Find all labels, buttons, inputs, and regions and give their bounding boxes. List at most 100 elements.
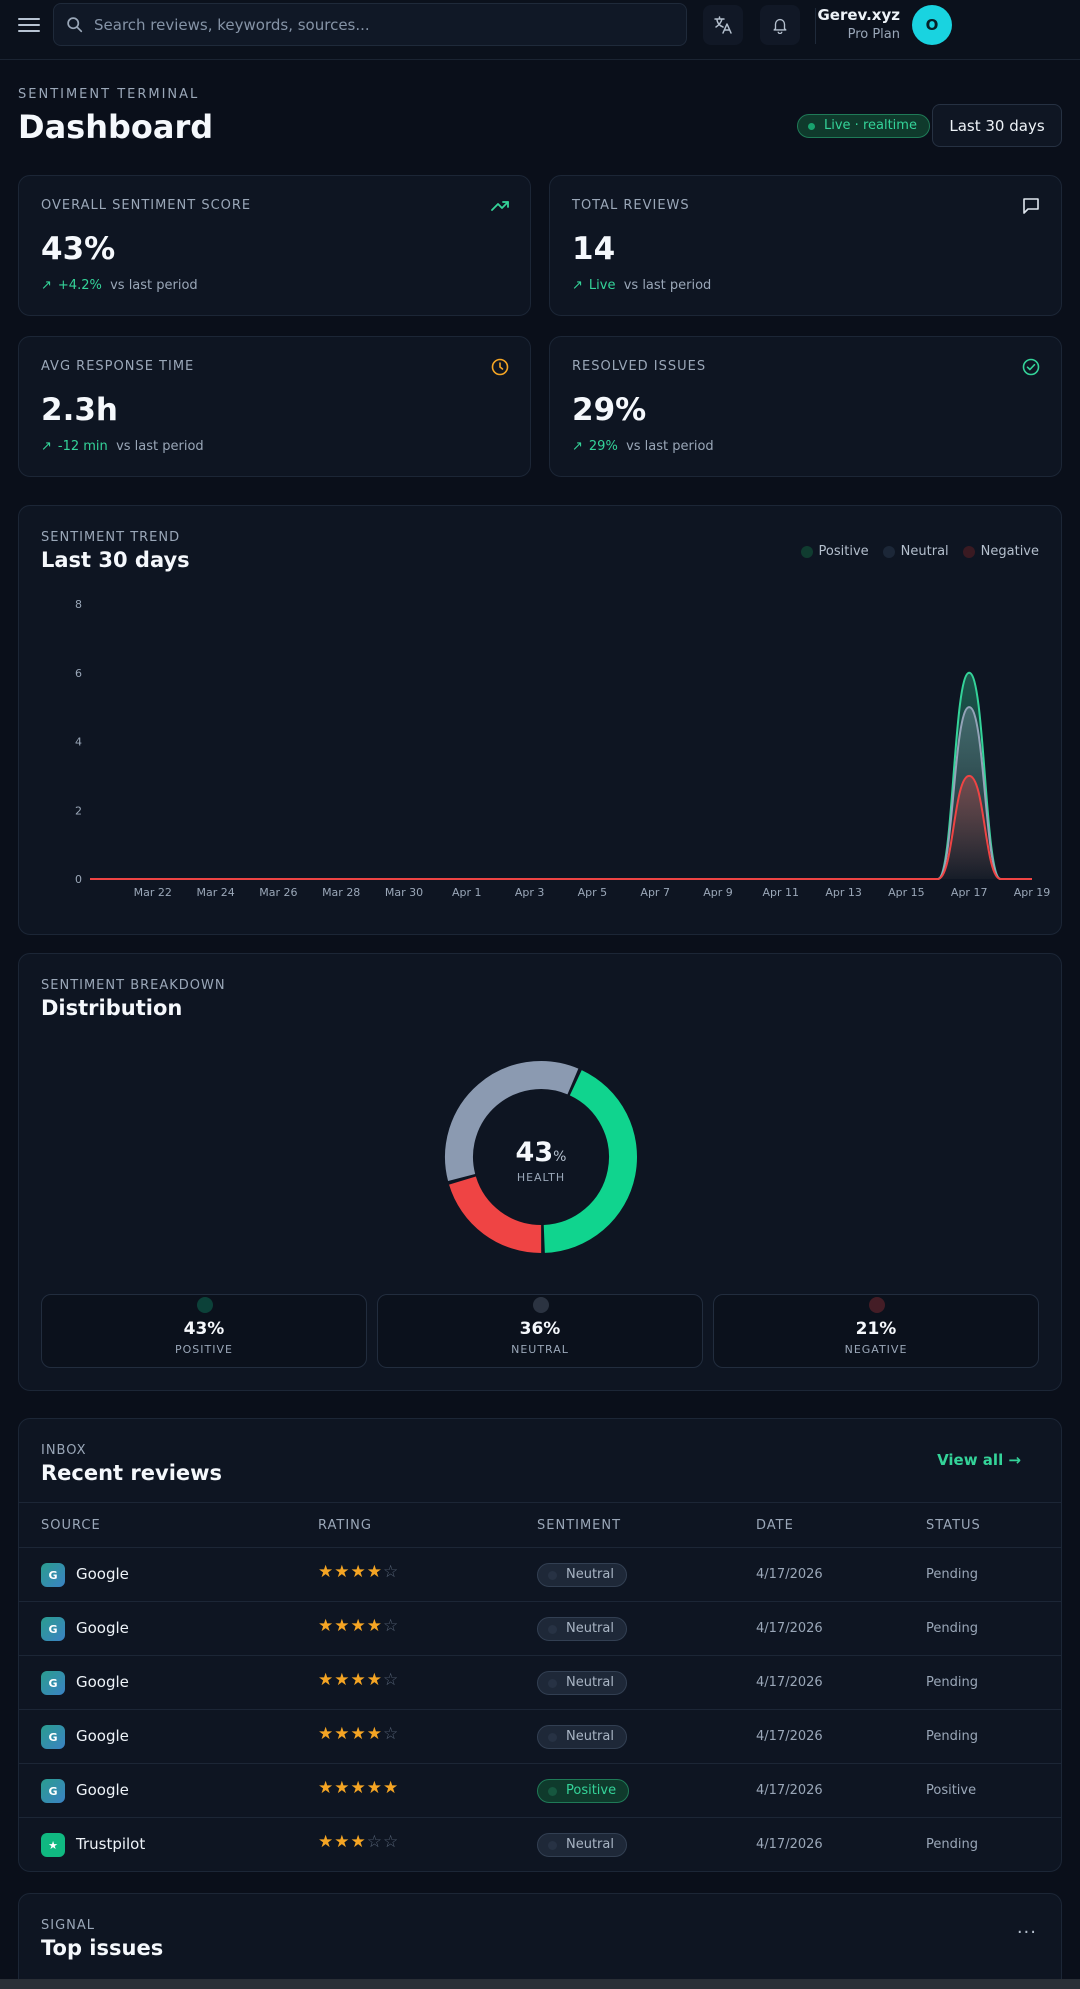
column-header-date[interactable]: DATE: [756, 1518, 794, 1533]
sentiment-badge: Positive: [537, 1779, 630, 1803]
legend-item-positive[interactable]: Positive: [800, 544, 869, 559]
view-all-link[interactable]: View all →: [937, 1451, 1021, 1469]
trend-title: Last 30 days: [41, 548, 190, 572]
star-icon: ☆: [383, 1616, 400, 1636]
table-row[interactable]: G Google ★★★★☆ Neutral 4/17/2026 Pending: [19, 1548, 1061, 1602]
avatar[interactable]: O: [912, 5, 952, 45]
column-header-rating[interactable]: RATING: [318, 1518, 372, 1533]
x-tick-label: Apr 17: [951, 886, 988, 899]
menu-icon[interactable]: [18, 14, 40, 36]
rating-stars: ★★★★☆: [318, 1724, 399, 1744]
series-line-positive: [90, 671, 1032, 880]
translate-button[interactable]: [703, 5, 743, 45]
donut-segment-neutral[interactable]: [445, 1061, 579, 1182]
review-status: Pending: [926, 1675, 978, 1690]
search-icon: [67, 17, 83, 33]
trending-up-icon: [491, 201, 509, 211]
negative-dot: [869, 1297, 885, 1313]
trustpilot-icon: ★: [41, 1833, 65, 1857]
x-tick-label: Mar 26: [259, 886, 297, 899]
sentiment-badge: Neutral: [537, 1725, 627, 1749]
top-bar: Search reviews, keywords, sources... Ger…: [0, 0, 1080, 60]
series-line-neutral: [90, 706, 1032, 880]
search-input[interactable]: Search reviews, keywords, sources...: [53, 3, 687, 46]
rating-stars: ★★★☆☆: [318, 1832, 399, 1852]
column-header-status[interactable]: STATUS: [926, 1518, 981, 1533]
review-status: Positive: [926, 1783, 977, 1798]
rating-stars: ★★★★☆: [318, 1670, 399, 1690]
kpi-card-sentiment-score: OVERALL SENTIMENT SCORE 43% ↗ +4.2% vs la…: [18, 175, 531, 316]
review-status: Pending: [926, 1729, 978, 1744]
kpi-label: AVG RESPONSE TIME: [41, 359, 195, 374]
distribution-title: Distribution: [41, 996, 183, 1020]
review-status: Pending: [926, 1621, 978, 1636]
chart-legend: Positive Neutral Negative: [800, 544, 1039, 559]
issues-eyebrow: SIGNAL: [41, 1918, 96, 1933]
top-issues-card: SIGNAL Top issues ···: [18, 1893, 1062, 1989]
more-options-icon[interactable]: ···: [1016, 1922, 1037, 1943]
source-name: Google: [76, 1565, 129, 1583]
kpi-delta: ↗ 29% vs last period: [572, 439, 714, 454]
star-icon: ★: [334, 1832, 351, 1852]
table-row[interactable]: G Google ★★★★☆ Neutral 4/17/2026 Pending: [19, 1710, 1061, 1764]
star-icon: ★: [350, 1832, 367, 1852]
x-tick-label: Apr 1: [452, 886, 482, 899]
star-icon: ★: [366, 1670, 383, 1690]
legend-item-neutral[interactable]: Neutral: [882, 544, 949, 559]
kpi-label: RESOLVED ISSUES: [572, 359, 707, 374]
source-name: Google: [76, 1673, 129, 1691]
x-tick-label: Apr 7: [640, 886, 670, 899]
date-range-button[interactable]: Last 30 days: [932, 104, 1062, 147]
star-icon: ★: [350, 1778, 367, 1798]
legend-item-negative[interactable]: Negative: [962, 544, 1039, 559]
x-tick-label: Mar 22: [134, 886, 172, 899]
star-icon: ★: [318, 1616, 335, 1636]
rating-stars: ★★★★★: [318, 1778, 399, 1798]
arrow-up-right-icon: ↗: [572, 439, 583, 454]
sentiment-badge: Neutral: [537, 1833, 627, 1857]
x-tick-label: Apr 13: [825, 886, 862, 899]
donut-segment-negative[interactable]: [449, 1176, 542, 1254]
star-icon: ☆: [383, 1670, 400, 1690]
review-status: Pending: [926, 1837, 978, 1852]
series-area-negative: [90, 775, 1032, 879]
page-eyebrow: SENTIMENT TERMINAL: [18, 87, 200, 102]
star-icon: ★: [318, 1724, 335, 1744]
star-icon: ★: [334, 1616, 351, 1636]
bottom-scroll-bar: [0, 1979, 1080, 1989]
star-icon: ★: [334, 1778, 351, 1798]
star-icon: ★: [318, 1670, 335, 1690]
donut-segment-positive[interactable]: [543, 1070, 637, 1253]
topbar-divider: [815, 8, 816, 44]
table-row[interactable]: G Google ★★★★☆ Neutral 4/17/2026 Pending: [19, 1602, 1061, 1656]
table-row[interactable]: G Google ★★★★☆ Neutral 4/17/2026 Pending: [19, 1656, 1061, 1710]
arrow-up-right-icon: ↗: [572, 278, 583, 293]
trend-eyebrow: SENTIMENT TREND: [41, 530, 181, 545]
star-icon: ☆: [383, 1562, 400, 1582]
search-placeholder: Search reviews, keywords, sources...: [94, 16, 370, 34]
distribution-donut-chart: [445, 1061, 637, 1254]
sentiment-badge: Neutral: [537, 1563, 627, 1587]
y-tick-label: 0: [75, 873, 82, 886]
star-icon: ★: [350, 1670, 367, 1690]
x-tick-label: Apr 19: [1014, 886, 1051, 899]
column-header-sentiment[interactable]: SENTIMENT: [537, 1518, 622, 1533]
positive-dot: [197, 1297, 213, 1313]
column-header-source[interactable]: SOURCE: [41, 1518, 101, 1533]
notifications-button[interactable]: [760, 5, 800, 45]
star-icon: ☆: [383, 1724, 400, 1744]
x-tick-label: Mar 28: [322, 886, 360, 899]
kpi-delta: ↗ Live vs last period: [572, 278, 712, 293]
distribution-card: SENTIMENT BREAKDOWN Distribution 43% HEA…: [18, 953, 1062, 1391]
kpi-value: 29%: [572, 392, 647, 428]
kpi-value: 43%: [41, 231, 116, 267]
review-status: Pending: [926, 1567, 978, 1582]
health-label: HEALTH: [516, 1171, 566, 1184]
table-row[interactable]: ★ Trustpilot ★★★☆☆ Neutral 4/17/2026 Pending: [19, 1818, 1061, 1872]
review-date: 4/17/2026: [756, 1783, 823, 1798]
y-tick-label: 2: [75, 804, 82, 817]
distribution-eyebrow: SENTIMENT BREAKDOWN: [41, 978, 226, 993]
review-date: 4/17/2026: [756, 1729, 823, 1744]
table-row[interactable]: G Google ★★★★★ Positive 4/17/2026 Positive: [19, 1764, 1061, 1818]
star-icon: ★: [334, 1562, 351, 1582]
